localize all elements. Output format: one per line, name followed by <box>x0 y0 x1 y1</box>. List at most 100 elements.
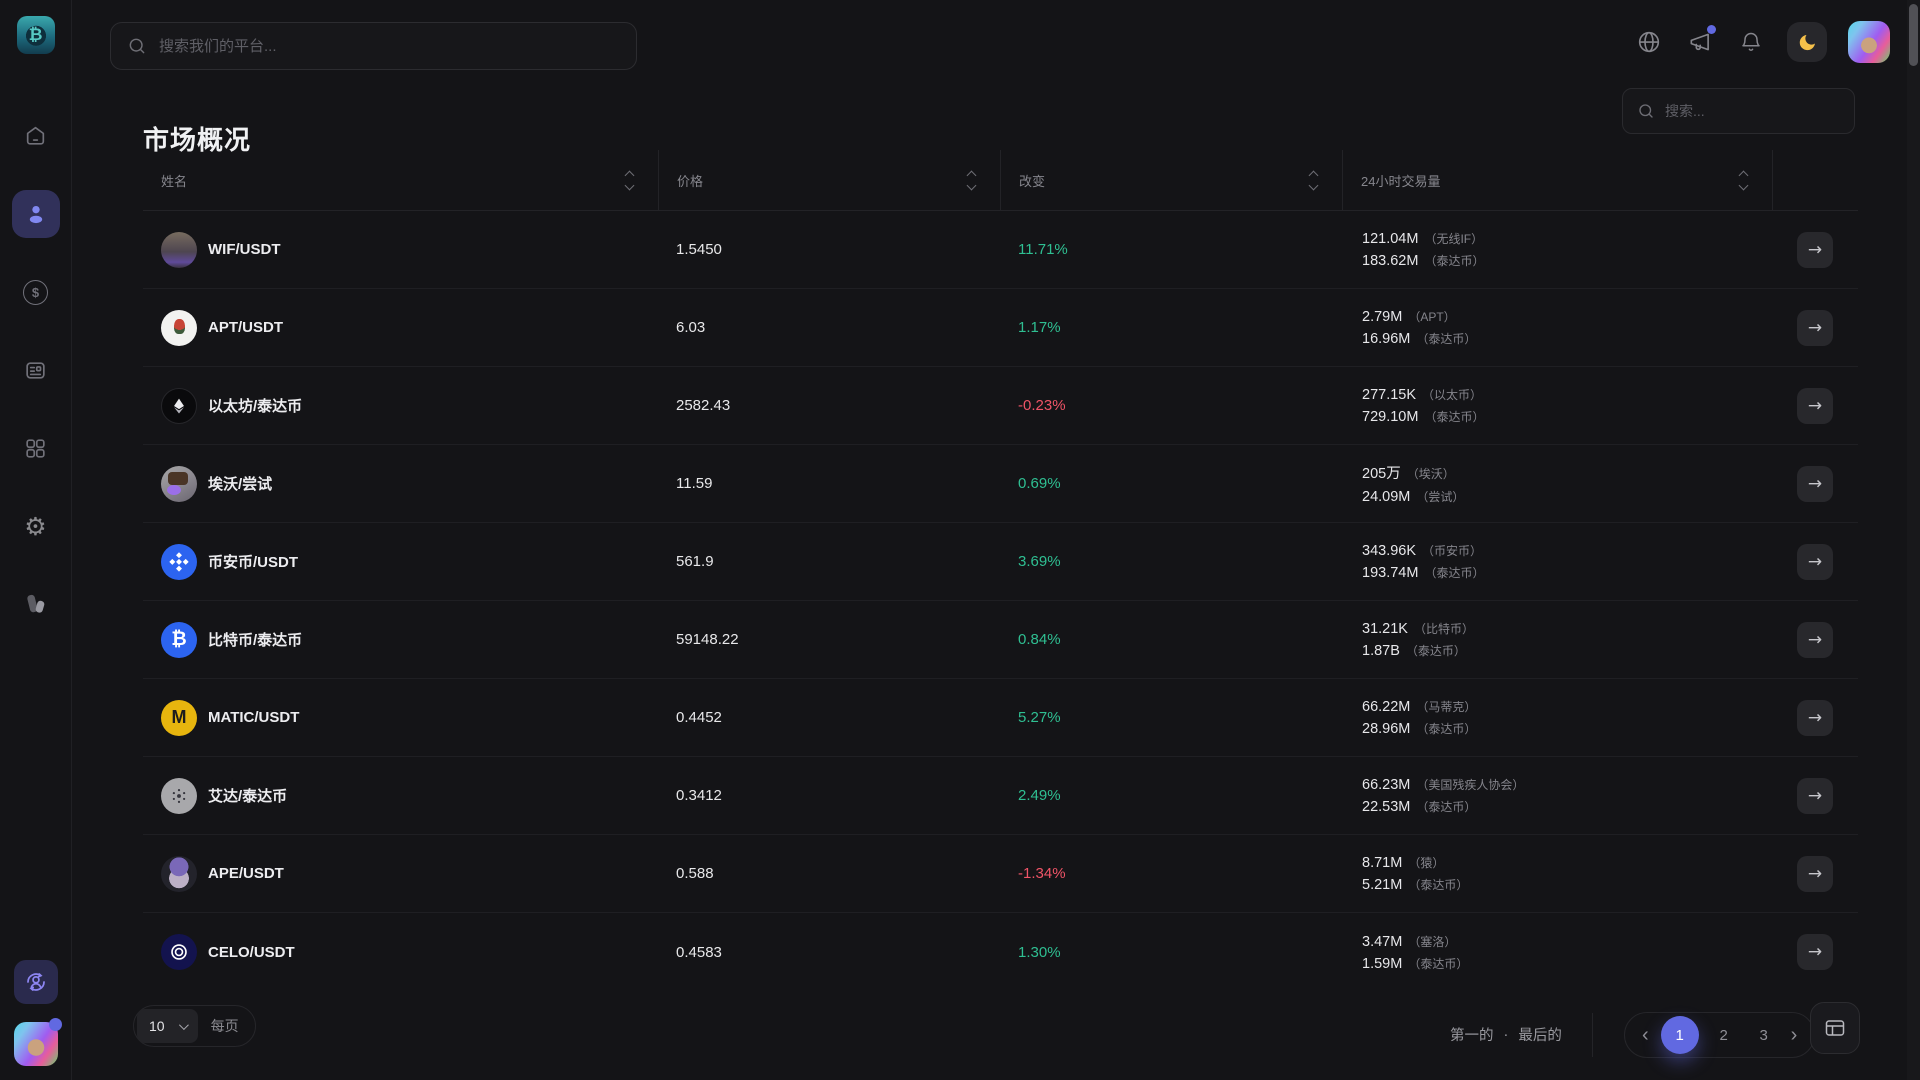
dark-mode-toggle[interactable] <box>1787 22 1827 62</box>
grid-icon <box>23 436 48 461</box>
table-row[interactable]: WIF/USDT 1.5450 11.71% 121.04M （无线IF） 183… <box>143 211 1858 289</box>
action-cell: → <box>1772 543 1858 580</box>
page-button-2[interactable]: 2 <box>1719 1026 1728 1044</box>
moon-icon <box>1797 32 1818 53</box>
pair-cell: 埃沃/尝试 <box>143 465 658 502</box>
pair-label: WIF/USDT <box>208 241 281 258</box>
volume-cell: 66.23M （美国残疾人协会） 22.53M （泰达币） <box>1362 777 1525 815</box>
column-header-volume[interactable]: 24小时交易量 <box>1342 150 1772 210</box>
matic-coin-icon: M <box>161 699 197 736</box>
announcements-button[interactable] <box>1685 25 1716 57</box>
layout-panel-icon <box>1823 1016 1847 1040</box>
row-detail-button[interactable]: → <box>1797 621 1833 658</box>
column-header-change[interactable]: 改变 <box>1000 150 1342 210</box>
arrow-right-icon: → <box>1807 317 1823 338</box>
user-icon <box>23 201 49 227</box>
sort-icon[interactable] <box>1738 170 1749 190</box>
column-header-name[interactable]: 姓名 <box>143 150 658 210</box>
table-row[interactable]: 币安币/USDT 561.9 3.69% 343.96K （币安币） 193.74… <box>143 523 1858 601</box>
chevron-left-icon[interactable]: ‹ <box>1642 1024 1649 1046</box>
profile-avatar[interactable] <box>1848 21 1890 63</box>
action-cell: → <box>1772 309 1858 346</box>
action-cell: → <box>1772 465 1858 502</box>
sidebar: $ ⚙ <box>0 0 72 1080</box>
page-button-1[interactable]: 1 <box>1660 1016 1699 1054</box>
last-page-link[interactable]: 最后的 <box>1518 1028 1562 1044</box>
sidebar-item-home[interactable] <box>12 112 60 160</box>
scrollbar-track[interactable] <box>1907 0 1920 1080</box>
column-header-price[interactable]: 价格 <box>658 150 1000 210</box>
pair-cell: 币安币/USDT <box>143 543 658 580</box>
row-detail-button[interactable]: → <box>1797 387 1833 424</box>
price-value: 2582.43 <box>676 397 731 414</box>
pair-cell: APE/USDT <box>143 855 658 892</box>
row-detail-button[interactable]: → <box>1797 777 1833 814</box>
wif-coin-icon <box>161 231 197 268</box>
table-row[interactable]: M MATIC/USDT 0.4452 5.27% 66.22M （马蒂克） 28… <box>143 679 1858 757</box>
first-page-link[interactable]: 第一的 <box>1450 1028 1494 1044</box>
sidebar-avatar[interactable] <box>13 1018 62 1066</box>
chevron-right-icon[interactable]: › <box>1790 1024 1798 1046</box>
pair-cell: APT/USDT <box>143 309 658 346</box>
global-search-input[interactable] <box>159 37 620 55</box>
table-row[interactable]: 埃沃/尝试 11.59 0.69% 205万 （埃沃） 24.09M （尝试） → <box>143 445 1858 523</box>
sidebar-item-finance[interactable]: $ <box>12 268 60 316</box>
action-cell: → <box>1772 621 1858 658</box>
support-agent-icon <box>23 969 49 995</box>
change-value: 1.30% <box>1018 943 1061 961</box>
price-value: 0.588 <box>676 865 714 882</box>
rows-per-page-label: 每页 <box>210 1018 239 1034</box>
sort-icon[interactable] <box>1308 170 1319 190</box>
table-search-input[interactable] <box>1665 103 1840 119</box>
topbar-icons <box>1634 20 1890 64</box>
language-button[interactable] <box>1634 27 1664 57</box>
pair-label: APE/USDT <box>208 865 284 882</box>
row-detail-button[interactable]: → <box>1797 465 1833 502</box>
row-detail-button[interactable]: → <box>1797 543 1833 580</box>
rows-per-page-select[interactable]: 10 <box>137 1009 198 1043</box>
layout-panel-button[interactable] <box>1810 1002 1860 1054</box>
btc-coin-icon: ₿ <box>161 621 197 658</box>
sidebar-item-market[interactable] <box>11 190 60 238</box>
table-row[interactable]: 以太坊/泰达币 2582.43 -0.23% 277.15K （以太币） 729.… <box>143 367 1858 445</box>
table-row[interactable]: 艾达/泰达币 0.3412 2.49% 66.23M （美国残疾人协会） 22.5… <box>143 757 1858 835</box>
sort-icon[interactable] <box>624 170 635 190</box>
table-row[interactable]: APE/USDT 0.588 -1.34% 8.71M （猿） 5.21M （泰达币… <box>143 835 1858 913</box>
table-row[interactable]: APT/USDT 6.03 1.17% 2.79M （APT） 16.96M （泰达… <box>143 289 1858 367</box>
row-detail-button[interactable]: → <box>1797 855 1833 892</box>
sidebar-item-settings[interactable]: ⚙ <box>12 502 60 550</box>
sidebar-item-apps[interactable] <box>12 424 60 472</box>
notifications-button[interactable] <box>1736 27 1766 57</box>
change-value: 3.69% <box>1018 553 1061 570</box>
volume-cell: 205万 （埃沃） 24.09M （尝试） <box>1362 466 1465 505</box>
volume-cell: 3.47M （塞洛） 1.59M （泰达币） <box>1362 933 1469 972</box>
sidebar-item-theme[interactable] <box>12 580 60 628</box>
sidebar-nav: $ ⚙ <box>11 112 60 628</box>
table-row[interactable]: CELO/USDT 0.4583 1.30% 3.47M （塞洛） 1.59M （泰… <box>143 913 1858 991</box>
app-logo[interactable] <box>16 16 55 54</box>
sort-icon[interactable] <box>966 170 977 190</box>
row-detail-button[interactable]: → <box>1797 309 1833 346</box>
bnb-coin-icon <box>161 543 197 580</box>
action-cell: → <box>1772 777 1858 814</box>
volume-cell: 31.21K （比特币） 1.87B （泰达币） <box>1362 621 1474 659</box>
chevron-down-icon <box>178 1019 189 1030</box>
change-value: 1.17% <box>1018 319 1061 336</box>
row-detail-button[interactable]: → <box>1797 934 1833 970</box>
change-value: 11.71% <box>1018 241 1068 258</box>
support-agent-button[interactable] <box>13 960 58 1004</box>
arrow-right-icon: → <box>1807 707 1823 728</box>
pair-label: 埃沃/尝试 <box>208 476 273 493</box>
row-detail-button[interactable]: → <box>1797 231 1833 268</box>
volume-cell: 343.96K （币安币） 193.74M （泰达币） <box>1362 543 1485 581</box>
table-body: WIF/USDT 1.5450 11.71% 121.04M （无线IF） 183… <box>143 211 1858 991</box>
page-button-3[interactable]: 3 <box>1759 1026 1768 1044</box>
scrollbar-thumb[interactable] <box>1909 4 1918 66</box>
table-row[interactable]: ₿ 比特币/泰达币 59148.22 0.84% 31.21K （比特币） 1.8… <box>143 601 1858 679</box>
row-detail-button[interactable]: → <box>1797 699 1833 736</box>
invoice-icon <box>23 358 48 383</box>
sidebar-item-invoice[interactable] <box>12 346 60 394</box>
pair-label: MATIC/USDT <box>208 709 300 726</box>
ada-coin-icon <box>161 777 197 814</box>
volume-cell: 121.04M （无线IF） 183.62M （泰达币） <box>1362 231 1485 269</box>
